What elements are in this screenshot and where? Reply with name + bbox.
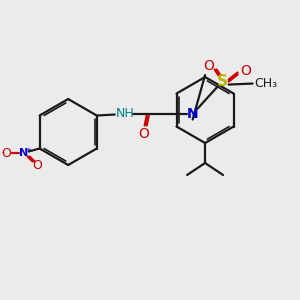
Text: O: O <box>2 147 12 160</box>
Text: O: O <box>138 127 149 140</box>
Text: O: O <box>203 58 214 73</box>
Text: ⁻: ⁻ <box>0 149 4 158</box>
Text: CH₃: CH₃ <box>254 77 277 90</box>
Text: +: + <box>26 146 32 152</box>
Text: S: S <box>217 74 228 89</box>
Text: NH: NH <box>115 107 134 120</box>
Text: N: N <box>19 148 28 158</box>
Text: O: O <box>240 64 251 78</box>
Text: N: N <box>187 106 199 121</box>
Text: O: O <box>33 159 43 172</box>
